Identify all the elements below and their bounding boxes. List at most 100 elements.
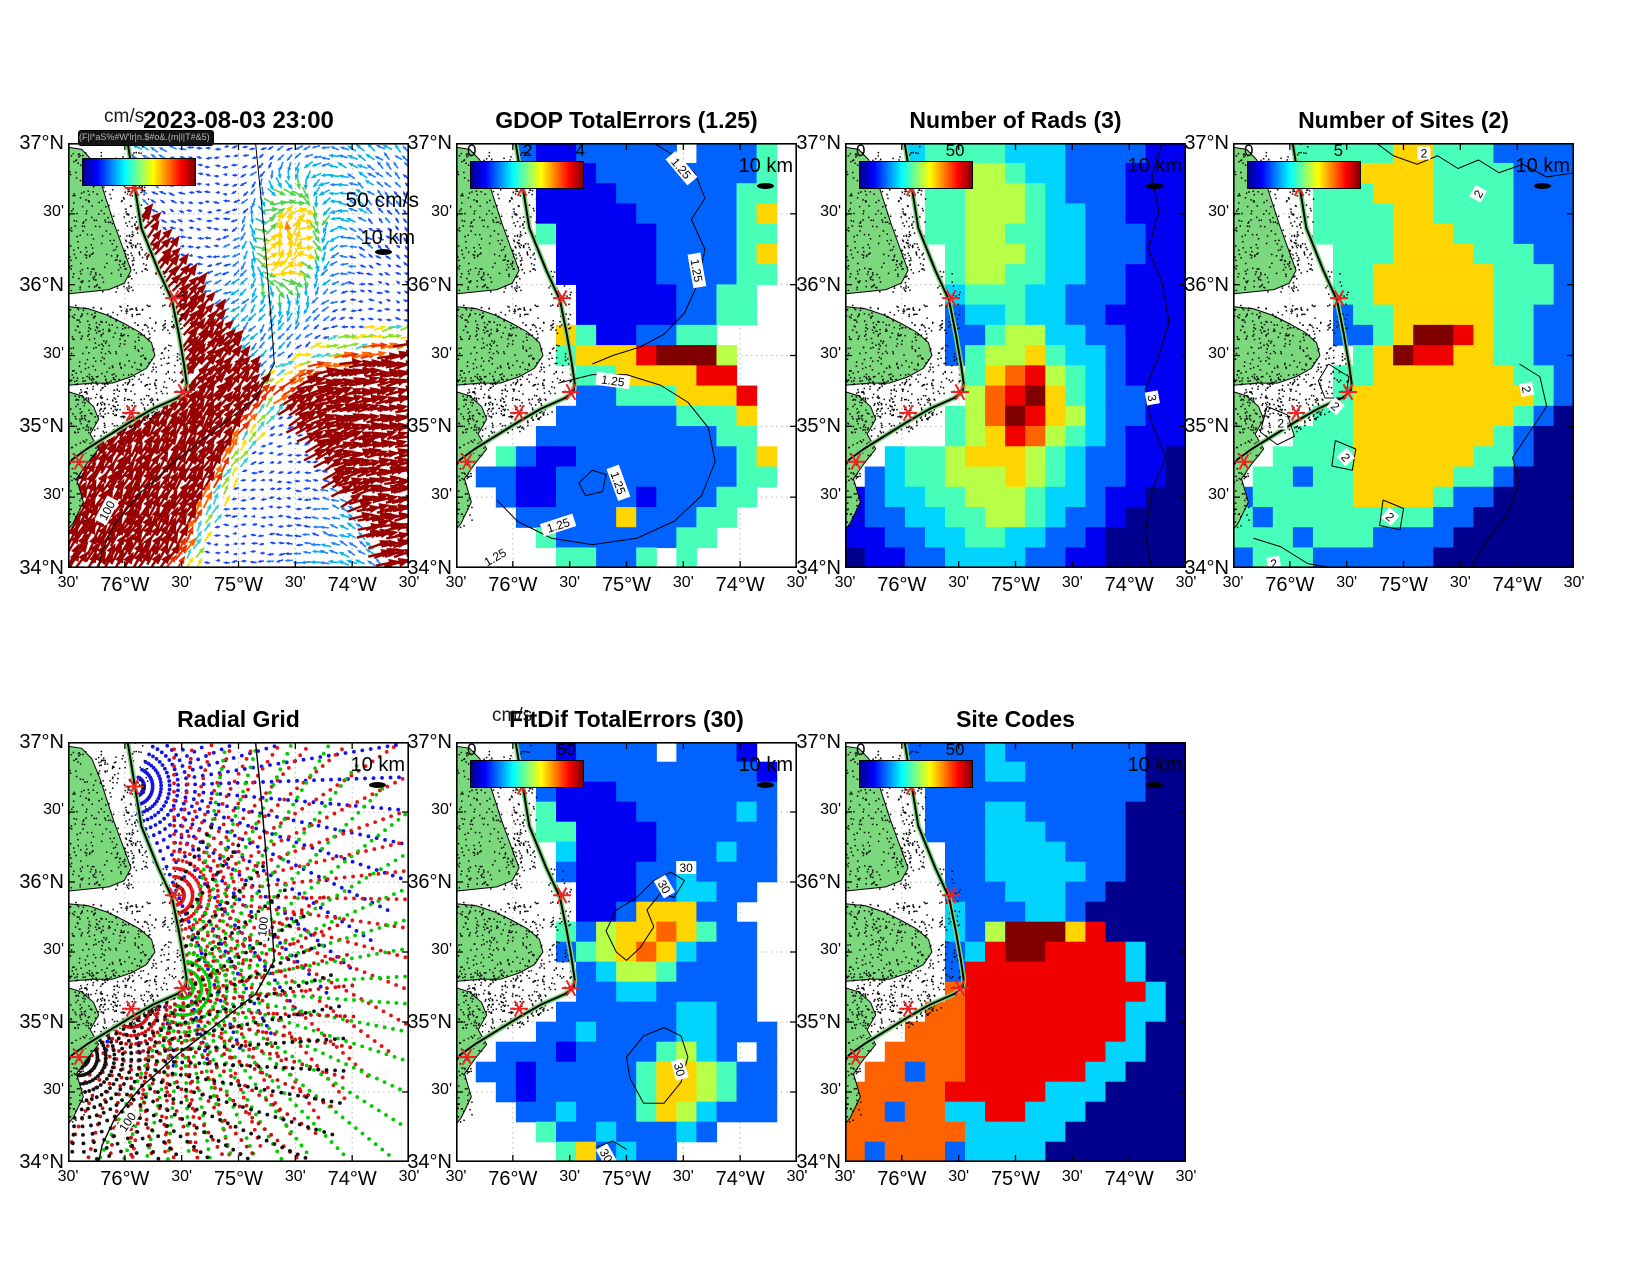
y-tick-label: 35°N [19,415,64,438]
colorbar-tick-label: 5 [1333,141,1344,160]
y-tick-label: 35°N [407,415,452,438]
panel-title-radial-grid: Radial Grid [177,706,300,732]
panel-num-rads: Number of Rads (3) 0 50 10 km [845,107,1186,568]
y-tick-label: 30' [820,1081,841,1098]
x-tick-label: 76°W [488,1168,538,1190]
y-tick-label: 34°N [407,1151,452,1173]
y-tick-label: 36°N [407,871,452,893]
y-tick-label: 30' [431,344,452,362]
x-tick-label: 30' [948,574,970,591]
x-tick-label: 75°W [990,1168,1041,1190]
map-canvas-fitdif [456,742,797,1162]
x-tick-label: 30' [1061,1168,1083,1185]
x-tick-label: 76°W [100,1168,150,1190]
scale-bar [1146,782,1163,788]
panel-title-site-codes: Site Codes [956,706,1075,732]
colorbar-tick-label: 0 [467,740,477,759]
y-tick-label: 30' [43,486,64,504]
x-tick-label: 30' [559,1168,581,1185]
x-tick-label: 75°W [213,1168,264,1190]
y-tick-label: 37°N [407,731,452,753]
y-tick-label: 36°N [407,273,452,296]
y-tick-label: 30' [431,801,452,818]
panel-title-current-vectors: 2023-08-03 23:00 [143,107,334,134]
scale-bar [369,782,386,788]
colorbar-unit-label: cm/s [492,705,533,726]
y-tick-label: 36°N [796,273,841,296]
colorbar-tick-label: 0 [856,740,866,759]
scale-bar [757,183,774,189]
x-tick-label: 30' [57,574,79,591]
x-tick-label: 30' [1336,574,1358,591]
scale-bar-label: 10 km [738,155,793,177]
y-tick-label: 30' [1208,486,1229,504]
x-tick-label: 75°W [990,574,1041,596]
map-canvas-site-codes [845,742,1186,1162]
map-canvas-num-sites [1233,143,1574,568]
colorbar-tick-label: 50 [945,740,965,759]
panel-title-num-sites: Number of Sites (2) [1298,107,1509,133]
y-tick-label: 34°N [19,557,64,579]
y-tick-label: 30' [1208,344,1229,362]
y-tick-label: 30' [431,202,452,220]
x-tick-label: 75°W [1378,574,1429,596]
y-tick-label: 30' [820,801,841,818]
x-tick-label: 30' [1061,574,1083,591]
panel-site-codes: Site Codes 0 50 10 km [845,706,1186,1162]
x-tick-label: 74°W [715,574,765,596]
x-tick-label: 76°W [877,574,927,596]
x-tick-label: 30' [398,574,420,591]
panel-title-fitdif: FitDif TotalErrors (30) [509,706,744,732]
x-tick-label: 74°W [327,1168,377,1190]
colorbar-tick-label: 4 [575,141,586,160]
y-tick-label: 34°N [796,1151,841,1173]
y-tick-label: 36°N [1184,273,1229,296]
colorbar-tick-label: 0 [467,141,477,160]
x-tick-label: 74°W [715,1168,765,1190]
reference-vector-label: 50 cm/s [345,189,419,212]
x-tick-label: 30' [398,1168,420,1185]
panel-num-sites: Number of Sites (2) 0 5 10 km [1233,107,1574,568]
y-tick-label: 34°N [1184,557,1229,579]
x-tick-label: 30' [171,1168,193,1185]
colorbar-tick-label: 0 [1244,141,1254,160]
x-tick-label: 30' [672,1168,694,1185]
scale-bar-label: 10 km [360,227,415,249]
panel-current-vectors: 2023-08-03 23:00 cm/s (F|l*aS%#W'lr|n.$#o&… [68,106,419,568]
scale-bar [375,249,392,255]
x-tick-label: 75°W [601,574,652,596]
colorbar-tick-label: 0 [856,141,866,160]
scale-bar-label: 10 km [1127,754,1182,776]
x-tick-label: 76°W [100,574,150,596]
panel-title-num-rads: Number of Rads (3) [909,107,1122,133]
y-tick-label: 30' [431,941,452,958]
x-tick-label: 30' [834,574,856,591]
x-tick-label: 30' [1222,574,1244,591]
x-tick-label: 30' [948,1168,970,1185]
y-tick-label: 34°N [407,557,452,579]
colorbar-num-rads: 0 50 [856,141,973,189]
y-tick-label: 37°N [1184,132,1229,154]
x-tick-label: 76°W [877,1168,927,1190]
colorbar-tick-label: 2 [523,141,533,160]
y-tick-label: 35°N [796,415,841,438]
map-canvas-gdop [456,143,797,568]
y-tick-label: 30' [43,202,64,220]
x-tick-label: 75°W [601,1168,652,1190]
y-tick-label: 36°N [19,871,64,893]
y-tick-label: 37°N [796,731,841,753]
x-tick-label: 74°W [327,574,377,596]
x-tick-label: 30' [786,574,808,591]
panel-title-gdop: GDOP TotalErrors (1.25) [495,107,758,133]
x-tick-label: 30' [1175,574,1197,591]
y-tick-label: 37°N [19,132,64,154]
scale-bar [757,782,774,788]
scale-bar [1534,183,1551,189]
x-tick-label: 30' [445,1168,467,1185]
y-tick-label: 30' [43,344,64,362]
x-tick-label: 30' [284,574,306,591]
y-tick-label: 30' [43,801,64,818]
map-canvas-current-vectors [68,143,409,568]
garbled-site-legend: (F|l*aS%#W'lr|n.$#o&.(m|l|T#&5) [78,130,214,146]
